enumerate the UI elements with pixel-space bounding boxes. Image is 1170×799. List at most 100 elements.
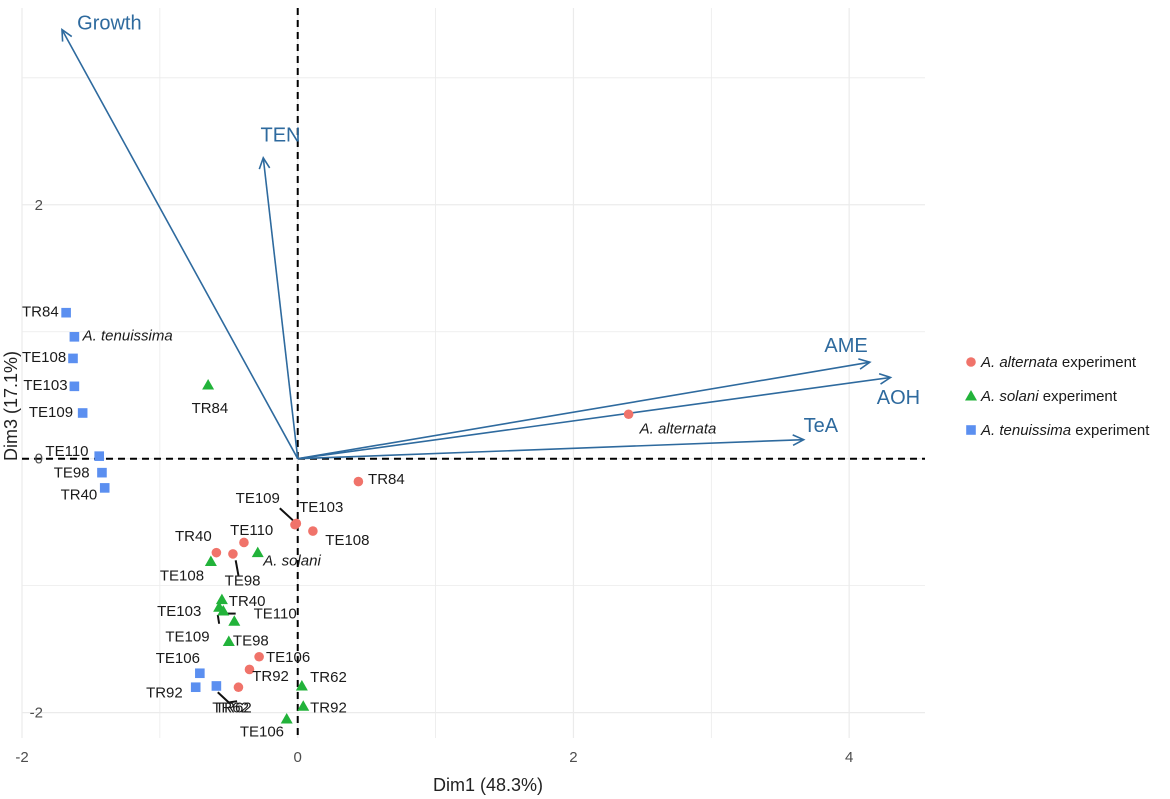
point-label-tenuissima-tr40: TR40 — [61, 486, 98, 503]
point-tenuissima-tr40 — [99, 483, 110, 493]
legend-key-tenuissima — [966, 425, 976, 435]
vector-tea — [297, 438, 804, 460]
point-alternata-te110 — [239, 537, 249, 548]
leader-line-5 — [228, 700, 238, 704]
point-alternata-a-alternata — [623, 409, 634, 420]
vector-ame — [297, 361, 870, 460]
point-tenuissima-te110 — [94, 451, 105, 461]
point-alternata-tr40 — [211, 547, 222, 558]
point-solani-te98 — [222, 635, 235, 647]
y-axis-title: Dim3 (17.1%) — [1, 351, 21, 461]
point-label-alternata-tr40: TR40 — [175, 528, 212, 545]
point-tenuissima-te98 — [97, 467, 107, 478]
point-tenuissima-te106 — [195, 668, 205, 679]
point-label-tenuissima-te98: TE98 — [54, 465, 90, 482]
point-solani-a-solani — [251, 546, 264, 558]
point-label-alternata-te106: TE106 — [266, 649, 310, 666]
reference-lines — [22, 8, 925, 738]
point-solani-te108 — [204, 555, 217, 567]
point-solani-te109 — [217, 605, 230, 616]
point-label-tenuissima-tr84: TR84 — [22, 304, 59, 321]
point-tenuissima-te108 — [68, 353, 78, 364]
legend-key-solani — [965, 390, 977, 401]
point-label-alternata-a-alternata: A. alternata — [639, 420, 717, 437]
vector-label-ten: TEN — [261, 124, 301, 146]
point-alternata-tr62 — [233, 682, 244, 693]
legend-label-solani: A. solani experiment — [980, 388, 1118, 405]
point-alternata-te103 — [291, 518, 302, 529]
point-solani-tr84 — [202, 379, 215, 390]
point-label-alternata-te109: TE109 — [236, 490, 280, 507]
axis-ticks: -2 0 2 4 -2 0 2 — [15, 197, 853, 766]
x-axis-title: Dim1 (48.3%) — [433, 775, 543, 795]
vector-arrowhead-tea — [792, 434, 806, 446]
vector-label-ame: AME — [824, 335, 867, 357]
point-label-tenuissima-te108: TE108 — [22, 349, 66, 366]
vector-growth — [61, 29, 299, 460]
point-label-solani-te108: TE108 — [160, 568, 204, 585]
loading-vectors: Growth TEN AME AOH TeA — [61, 13, 920, 460]
point-labels: A. alternataTR84TE109TE103TE108TE110TR40… — [22, 304, 716, 741]
vector-arrowhead-ame — [858, 358, 872, 370]
leader-line-3 — [216, 614, 221, 624]
point-label-solani-tr40: TR40 — [229, 593, 266, 610]
leader-line-1 — [234, 560, 240, 576]
point-label-solani-te110: TE110 — [254, 606, 297, 623]
point-label-alternata-te110: TE110 — [230, 522, 273, 539]
point-solani-te106 — [280, 712, 293, 724]
point-label-solani-a-solani: A. solani — [262, 552, 321, 569]
vector-label-aoh: AOH — [877, 387, 920, 409]
point-solani-te110 — [228, 615, 241, 626]
point-tenuissima-te103 — [69, 381, 80, 392]
label-leader-lines — [216, 507, 296, 704]
point-alternata-te108 — [308, 526, 318, 536]
point-solani-tr40 — [215, 593, 228, 605]
point-alternata-te106 — [254, 651, 264, 662]
x-tick-4: 4 — [845, 749, 853, 766]
legend: A. alternata experiment A. solani experim… — [965, 354, 1150, 439]
vector-aoh — [297, 376, 891, 460]
point-label-solani-te98: TE98 — [233, 632, 269, 649]
point-label-alternata-tr84: TR84 — [368, 471, 405, 488]
point-label-solani-tr62: TR62 — [310, 669, 347, 686]
leader-line-0 — [279, 507, 296, 523]
vector-label-growth: Growth — [77, 13, 141, 35]
grid — [21, 8, 925, 738]
vector-arrowhead-growth — [61, 27, 73, 42]
point-label-tenuissima-te109: TE109 — [29, 404, 73, 421]
legend-label-tenuissima: A. tenuissima experiment — [980, 422, 1150, 439]
point-tenuissima-tr84 — [61, 307, 71, 318]
y-tick-2: 2 — [35, 197, 43, 214]
vector-label-tea: TeA — [804, 415, 839, 437]
data-points — [61, 307, 634, 724]
point-tenuissima-te109 — [77, 408, 88, 418]
x-tick-0: 0 — [294, 749, 302, 766]
x-tick-2: 2 — [569, 749, 577, 766]
point-tenuissima-tr62 — [211, 681, 222, 691]
point-label-solani-tr84: TR84 — [192, 400, 229, 417]
point-label-alternata-te108: TE108 — [325, 532, 369, 549]
legend-label-alternata: A. alternata experiment — [980, 354, 1137, 371]
point-label-solani-te106: TE106 — [240, 724, 284, 741]
vector-arrowhead-aoh — [878, 372, 893, 385]
point-label-alternata-te98: TE98 — [225, 573, 261, 590]
point-label-alternata-te103: TE103 — [299, 499, 343, 516]
point-label-solani-te103: TE103 — [157, 603, 201, 620]
y-tick-0: 0 — [35, 451, 43, 468]
point-solani-tr92 — [297, 700, 310, 711]
point-tenuissima-a-tenuissima — [69, 332, 80, 342]
vector-ten — [262, 157, 299, 459]
point-solani-tr62 — [295, 679, 308, 691]
point-label-tenuissima-te106: TE106 — [156, 650, 200, 667]
point-tenuissima-tr92 — [190, 682, 201, 693]
point-label-tenuissima-a-tenuissima: A. tenuissima — [82, 328, 173, 345]
point-alternata-tr92 — [244, 664, 255, 675]
vector-arrowhead-ten — [258, 155, 271, 170]
point-alternata-te98 — [228, 549, 238, 559]
point-label-tenuissima-te110: TE110 — [45, 443, 88, 460]
point-label-tenuissima-tr62: TR62 — [215, 700, 252, 717]
leader-line-4 — [217, 691, 230, 704]
y-tick--2: -2 — [30, 705, 43, 722]
point-label-tenuissima-te103: TE103 — [23, 377, 67, 394]
